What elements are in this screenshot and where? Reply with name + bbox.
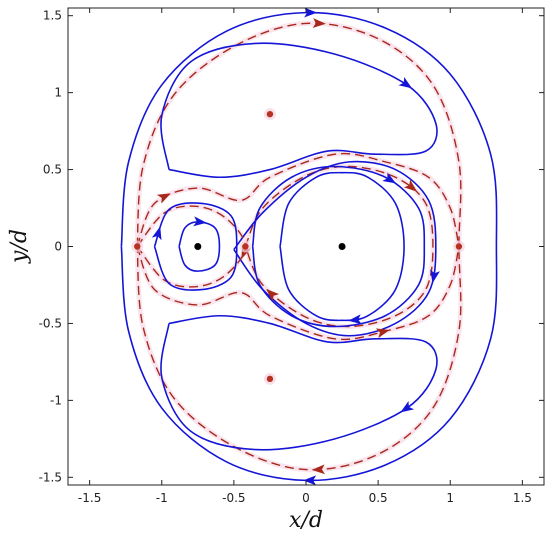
x-tick-label: 1 [446, 491, 454, 505]
streamline-3 [160, 314, 438, 451]
x-tick-label: 0 [302, 491, 310, 505]
y-tick-label: 1.5 [43, 9, 62, 23]
streamline-2 [160, 42, 438, 179]
flow-arrow [303, 475, 317, 486]
stagnation-point [455, 243, 463, 250]
x-tick-label: 1.5 [513, 491, 532, 505]
y-tick-label: -1.5 [39, 470, 62, 484]
vortex-point [194, 243, 202, 250]
x-axis-label: x/d [289, 508, 323, 533]
y-tick-label: 1 [54, 86, 62, 100]
x-tick-label: 0.5 [369, 491, 388, 505]
stagnation-point [266, 110, 274, 118]
flow-arrow [400, 401, 415, 413]
flow-arrow [311, 464, 326, 475]
stagnation-point [266, 375, 274, 383]
streamline-9 [279, 171, 405, 322]
streamline-7 [233, 160, 437, 337]
separatrix-1 [136, 22, 462, 471]
flow-arrow [348, 314, 362, 325]
separatrix-4 [136, 152, 460, 247]
x-tick-label: -0.5 [222, 491, 245, 505]
y-ticks: -1.5 -1 -0.5 0 0.5 1 1.5 [39, 9, 544, 484]
halo-layer [134, 20, 464, 473]
streamline-12 [178, 221, 221, 272]
y-tick-label: 0.5 [43, 163, 62, 177]
vortex-point [338, 243, 346, 250]
flow-arrow [266, 289, 280, 302]
y-tick-label: -0.5 [39, 316, 62, 330]
y-tick-label: -1 [50, 393, 62, 407]
streamline-8 [251, 165, 426, 328]
y-tick-label: 0 [54, 240, 62, 254]
streamline-11 [153, 202, 238, 291]
streamline-0 [120, 11, 498, 482]
streamline-halo [134, 20, 464, 473]
x-tick-label: -1.5 [78, 491, 101, 505]
separatrix-5 [136, 246, 460, 341]
x-tick-label: -1 [156, 491, 168, 505]
streamline-layer [120, 11, 498, 482]
flow-arrow [375, 328, 390, 339]
streamline-halo [134, 245, 462, 342]
flow-arrow [382, 172, 396, 184]
streamline-halo [135, 203, 248, 290]
flow-arrow [312, 18, 326, 29]
point-layer [131, 108, 465, 385]
flow-arrow [193, 216, 207, 227]
separatrix-6 [244, 165, 434, 328]
flow-arrow [430, 269, 440, 284]
x-ticks: -1.5 -1 -0.5 0 0.5 1 1.5 [78, 8, 532, 505]
flow-arrow [398, 76, 413, 89]
flow-arrow [304, 7, 318, 18]
flow-arrow [151, 226, 162, 241]
stagnation-point [134, 243, 141, 250]
flow-arrow [156, 193, 171, 204]
streamline-halo [134, 151, 462, 248]
flow-arrow [403, 179, 418, 192]
stagnation-point [242, 243, 249, 250]
y-axis-label: y/d [7, 229, 32, 264]
